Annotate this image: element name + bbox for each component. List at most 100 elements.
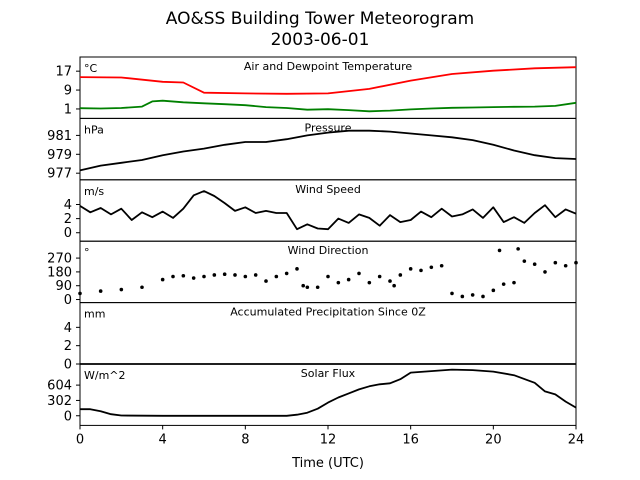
data-point bbox=[408, 267, 413, 271]
data-point bbox=[301, 283, 306, 288]
y-tick-label: 1 bbox=[64, 102, 72, 117]
y-tick-label: 4 bbox=[64, 198, 72, 213]
data-point bbox=[336, 280, 341, 285]
panel-unit: W/m^2 bbox=[84, 369, 126, 382]
x-tick-label: 0 bbox=[76, 432, 84, 447]
panel-title: Air and Dewpoint Temperature bbox=[244, 60, 412, 73]
data-point bbox=[326, 274, 330, 279]
y-tick-label: 302 bbox=[47, 394, 72, 409]
series-line bbox=[79, 190, 577, 231]
panel-unit: mm bbox=[84, 308, 105, 321]
data-point bbox=[543, 270, 547, 274]
x-tick-label: 20 bbox=[485, 432, 502, 447]
panel-unit: hPa bbox=[84, 123, 104, 136]
y-tick-label: 0 bbox=[64, 293, 72, 308]
data-point bbox=[532, 262, 537, 267]
data-point bbox=[243, 274, 248, 279]
data-point bbox=[388, 279, 392, 283]
y-tick-label: 0 bbox=[64, 358, 72, 373]
series-line bbox=[79, 129, 577, 172]
y-tick-label: 90 bbox=[55, 279, 72, 294]
data-point bbox=[450, 291, 454, 296]
data-point bbox=[264, 279, 268, 283]
data-point bbox=[419, 268, 423, 273]
panel-title: Wind Speed bbox=[295, 183, 361, 196]
data-point bbox=[119, 287, 124, 292]
y-tick-label: 2 bbox=[64, 339, 72, 354]
y-tick-label: 17 bbox=[55, 65, 72, 80]
data-point bbox=[460, 294, 465, 299]
y-tick-label: 180 bbox=[47, 265, 72, 280]
data-point bbox=[470, 293, 475, 297]
y-tick-label: 2 bbox=[64, 212, 72, 227]
x-tick-label: 8 bbox=[241, 432, 249, 447]
data-point bbox=[295, 267, 299, 271]
data-point bbox=[563, 263, 568, 268]
data-point bbox=[439, 263, 444, 268]
data-point bbox=[274, 274, 279, 279]
data-point bbox=[481, 294, 485, 299]
y-tick-label: 0 bbox=[64, 226, 72, 241]
y-tick-label: 981 bbox=[47, 129, 72, 144]
data-point bbox=[315, 285, 320, 290]
data-point bbox=[284, 271, 289, 276]
data-point bbox=[346, 277, 351, 282]
series-line bbox=[79, 99, 577, 113]
panel-2: Wind Speed m/s 024 bbox=[64, 179, 577, 242]
y-tick-label: 9 bbox=[64, 84, 72, 99]
data-point bbox=[357, 271, 361, 276]
data-point bbox=[398, 273, 403, 277]
data-point bbox=[171, 274, 175, 279]
x-tick-label: 16 bbox=[402, 432, 419, 447]
series-line bbox=[79, 66, 577, 95]
panel-unit: ° bbox=[84, 246, 90, 259]
data-point bbox=[392, 283, 396, 288]
y-tick-label: 604 bbox=[47, 379, 72, 394]
data-point bbox=[377, 274, 382, 279]
data-point bbox=[181, 273, 186, 278]
data-point bbox=[212, 273, 217, 277]
data-point bbox=[512, 280, 516, 285]
data-point bbox=[516, 247, 520, 251]
panel-4: Accumulated Precipitation Since 0Z mm 0 2 4 bbox=[64, 302, 577, 373]
data-point bbox=[367, 280, 372, 285]
figure-subtitle: 2003-06-01 bbox=[271, 30, 370, 50]
panel-0: Air and Dewpoint Temperature °C 1 9 17 bbox=[55, 56, 577, 119]
data-point bbox=[160, 277, 165, 282]
data-point bbox=[191, 276, 196, 280]
x-tick-label: 12 bbox=[320, 432, 337, 447]
data-point bbox=[522, 259, 527, 263]
panel-title: Wind Direction bbox=[288, 244, 369, 257]
data-point bbox=[497, 248, 502, 253]
y-tick-label: 270 bbox=[47, 252, 72, 267]
x-tick-label: 24 bbox=[568, 432, 585, 447]
data-point bbox=[305, 285, 310, 290]
data-point bbox=[78, 291, 82, 296]
y-tick-label: 0 bbox=[64, 409, 72, 424]
data-point bbox=[140, 285, 144, 290]
data-point bbox=[253, 273, 258, 277]
panel-title: Solar Flux bbox=[301, 367, 356, 380]
x-tick-label: 4 bbox=[159, 432, 167, 447]
y-tick-label: 979 bbox=[47, 148, 72, 163]
panel-title: Accumulated Precipitation Since 0Z bbox=[230, 306, 426, 319]
figure-title: AO&SS Building Tower Meteorogram bbox=[166, 9, 474, 29]
panels: Air and Dewpoint Temperature°C1917Pressu… bbox=[47, 56, 585, 447]
panel-unit: m/s bbox=[84, 185, 104, 198]
data-point bbox=[491, 288, 496, 293]
data-point bbox=[501, 282, 506, 286]
y-tick-label: 4 bbox=[64, 321, 72, 336]
data-point bbox=[202, 274, 206, 279]
panel-unit: °C bbox=[84, 62, 98, 75]
data-point bbox=[429, 265, 434, 270]
data-point bbox=[98, 289, 103, 293]
data-point bbox=[233, 273, 237, 277]
series-line bbox=[80, 368, 577, 417]
x-axis-label: Time (UTC) bbox=[291, 456, 364, 471]
data-point bbox=[222, 272, 227, 277]
data-point bbox=[553, 260, 558, 265]
